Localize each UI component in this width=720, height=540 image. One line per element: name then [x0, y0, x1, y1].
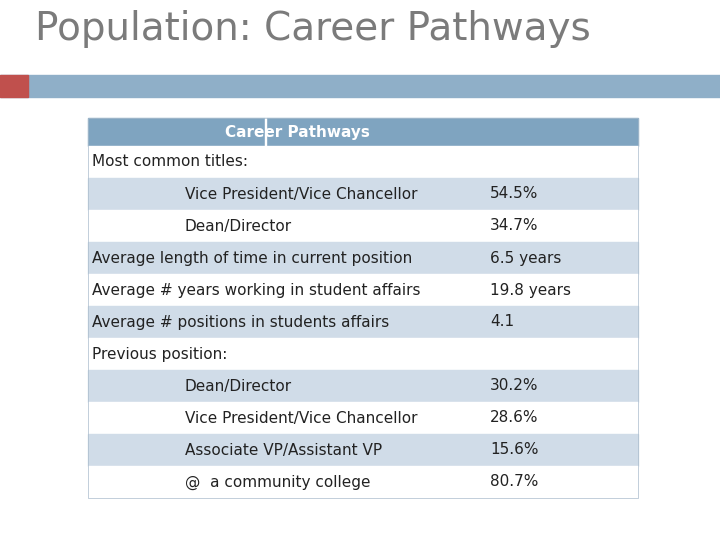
Bar — [88, 434, 638, 466]
Text: 30.2%: 30.2% — [490, 379, 539, 394]
Text: 54.5%: 54.5% — [490, 186, 539, 201]
Bar — [88, 402, 638, 434]
Text: Career Pathways: Career Pathways — [225, 125, 370, 139]
Text: 6.5 years: 6.5 years — [490, 251, 562, 266]
Text: 19.8 years: 19.8 years — [490, 282, 571, 298]
Bar — [88, 178, 638, 210]
Bar — [0, 75, 720, 97]
Bar — [88, 118, 638, 146]
Bar — [0, 75, 28, 97]
Text: Average length of time in current position: Average length of time in current positi… — [92, 251, 413, 266]
Text: Vice President/Vice Chancellor: Vice President/Vice Chancellor — [185, 186, 418, 201]
Text: @  a community college: @ a community college — [185, 475, 371, 490]
Text: Previous position:: Previous position: — [92, 347, 228, 361]
Bar — [88, 242, 638, 274]
Text: Dean/Director: Dean/Director — [185, 219, 292, 233]
Text: Average # years working in student affairs: Average # years working in student affai… — [92, 282, 420, 298]
Bar — [265, 118, 266, 146]
Bar — [88, 338, 638, 370]
Text: 34.7%: 34.7% — [490, 219, 539, 233]
Bar — [88, 370, 638, 402]
Text: 4.1: 4.1 — [490, 314, 514, 329]
Bar — [88, 210, 638, 242]
Text: 28.6%: 28.6% — [490, 410, 539, 426]
Text: Most common titles:: Most common titles: — [92, 154, 248, 170]
Bar — [88, 274, 638, 306]
Text: Population: Career Pathways: Population: Career Pathways — [35, 10, 590, 48]
Text: Associate VP/Assistant VP: Associate VP/Assistant VP — [185, 442, 382, 457]
Bar — [88, 146, 638, 178]
Text: 80.7%: 80.7% — [490, 475, 539, 489]
Text: Vice President/Vice Chancellor: Vice President/Vice Chancellor — [185, 410, 418, 426]
Text: Dean/Director: Dean/Director — [185, 379, 292, 394]
Bar — [88, 118, 638, 498]
Bar — [88, 466, 638, 498]
Bar — [88, 306, 638, 338]
Text: 15.6%: 15.6% — [490, 442, 539, 457]
Text: Average # positions in students affairs: Average # positions in students affairs — [92, 314, 390, 329]
